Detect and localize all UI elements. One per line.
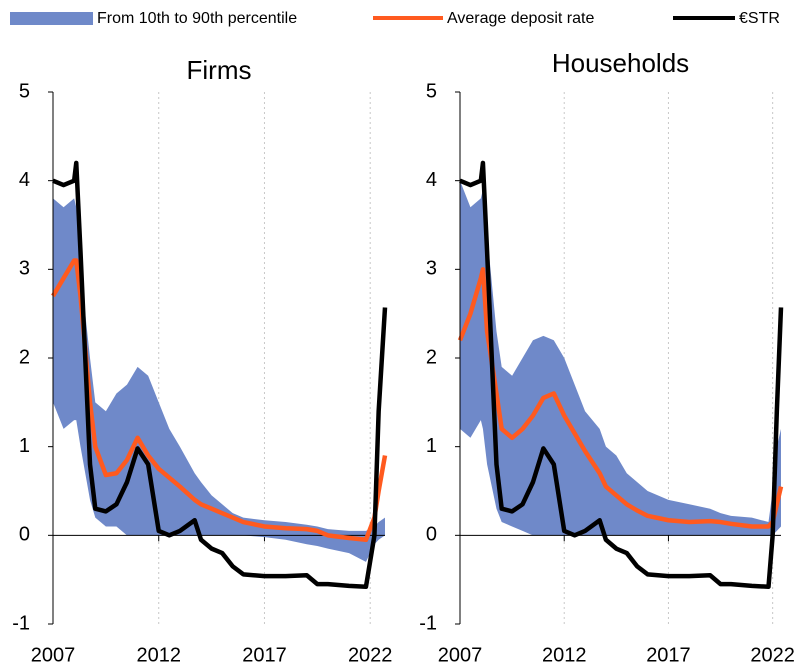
y-tick-label: 1 xyxy=(426,435,437,457)
chart-title: Households xyxy=(552,48,689,78)
legend-label: From 10th to 90th percentile xyxy=(97,10,297,27)
y-tick-label: 5 xyxy=(19,80,30,102)
x-tick-label: 2017 xyxy=(646,644,691,666)
x-tick-label: 2012 xyxy=(136,644,181,666)
y-tick-label: -1 xyxy=(419,612,437,634)
x-tick-label: 2022 xyxy=(750,644,795,666)
legend-label: €STR xyxy=(739,10,780,27)
x-tick-label: 2022 xyxy=(348,644,393,666)
y-tick-label: 3 xyxy=(19,258,30,280)
x-tick-label: 2007 xyxy=(31,644,76,666)
x-tick-label: 2012 xyxy=(542,644,587,666)
percentile-band xyxy=(53,198,385,562)
y-tick-label: 2 xyxy=(426,346,437,368)
series-line xyxy=(51,258,388,543)
x-tick-label: 2017 xyxy=(242,644,287,666)
percentile-band xyxy=(460,180,781,536)
y-tick-label: 4 xyxy=(19,169,30,191)
x-tick-label: 2007 xyxy=(438,644,483,666)
series-line xyxy=(52,160,388,590)
y-tick-label: 0 xyxy=(426,524,437,546)
y-tick-label: 1 xyxy=(19,435,30,457)
chart-title: Firms xyxy=(187,55,252,85)
y-tick-label: -1 xyxy=(12,612,30,634)
legend-swatch xyxy=(10,12,93,25)
y-tick-label: 2 xyxy=(19,346,30,368)
y-tick-label: 3 xyxy=(426,258,437,280)
y-tick-label: 5 xyxy=(426,80,437,102)
legend-label: Average deposit rate xyxy=(447,10,594,27)
y-tick-label: 0 xyxy=(19,524,30,546)
series-line xyxy=(457,267,784,529)
series-line xyxy=(459,160,784,590)
y-tick-label: 4 xyxy=(426,169,437,191)
